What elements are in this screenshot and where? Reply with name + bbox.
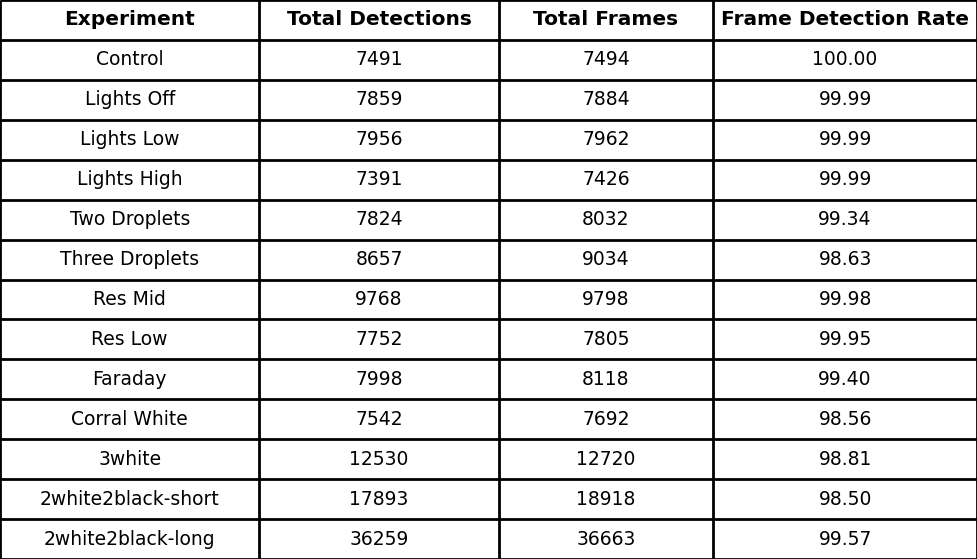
Text: Corral White: Corral White [71, 410, 188, 429]
Text: 8118: 8118 [582, 370, 630, 389]
Text: 7998: 7998 [356, 370, 403, 389]
Text: Total Frames: Total Frames [533, 11, 679, 30]
Text: 2white2black-short: 2white2black-short [40, 490, 220, 509]
Text: 2white2black-long: 2white2black-long [44, 529, 216, 548]
Text: Two Droplets: Two Droplets [69, 210, 190, 229]
Text: Lights High: Lights High [77, 170, 183, 189]
Text: 7491: 7491 [356, 50, 403, 69]
Text: 9798: 9798 [582, 290, 630, 309]
Text: 7956: 7956 [356, 130, 403, 149]
Text: 17893: 17893 [350, 490, 408, 509]
Text: 7824: 7824 [356, 210, 403, 229]
Text: 98.50: 98.50 [819, 490, 871, 509]
Text: 12720: 12720 [576, 449, 636, 468]
Text: 99.99: 99.99 [819, 130, 871, 149]
Text: 7805: 7805 [582, 330, 630, 349]
Text: 99.99: 99.99 [819, 91, 871, 110]
Text: Experiment: Experiment [64, 11, 195, 30]
Text: 99.57: 99.57 [819, 529, 871, 548]
Text: Control: Control [96, 50, 163, 69]
Text: 7859: 7859 [356, 91, 403, 110]
Text: 8032: 8032 [582, 210, 630, 229]
Text: 100.00: 100.00 [813, 50, 877, 69]
Text: 7494: 7494 [582, 50, 630, 69]
Text: Lights Off: Lights Off [85, 91, 175, 110]
Text: 98.56: 98.56 [819, 410, 871, 429]
Text: 99.40: 99.40 [819, 370, 871, 389]
Text: Res Low: Res Low [92, 330, 168, 349]
Text: 7692: 7692 [582, 410, 630, 429]
Text: 99.95: 99.95 [819, 330, 871, 349]
Text: 7391: 7391 [356, 170, 403, 189]
Text: Total Detections: Total Detections [286, 11, 472, 30]
Text: 3white: 3white [98, 449, 161, 468]
Text: 9768: 9768 [356, 290, 403, 309]
Text: Lights Low: Lights Low [80, 130, 180, 149]
Text: 7426: 7426 [582, 170, 630, 189]
Text: Res Mid: Res Mid [93, 290, 166, 309]
Text: 36663: 36663 [576, 529, 636, 548]
Text: 7752: 7752 [356, 330, 403, 349]
Text: Frame Detection Rate: Frame Detection Rate [721, 11, 969, 30]
Text: 99.34: 99.34 [819, 210, 871, 229]
Text: Faraday: Faraday [93, 370, 167, 389]
Text: 9034: 9034 [582, 250, 630, 269]
Text: 12530: 12530 [350, 449, 408, 468]
Text: 99.99: 99.99 [819, 170, 871, 189]
Text: 98.63: 98.63 [819, 250, 871, 269]
Text: 7542: 7542 [356, 410, 403, 429]
Text: 98.81: 98.81 [819, 449, 871, 468]
Text: 99.98: 99.98 [819, 290, 871, 309]
Text: 8657: 8657 [356, 250, 403, 269]
Text: 18918: 18918 [576, 490, 636, 509]
Text: 7884: 7884 [582, 91, 630, 110]
Text: 7962: 7962 [582, 130, 630, 149]
Text: 36259: 36259 [350, 529, 408, 548]
Text: Three Droplets: Three Droplets [61, 250, 199, 269]
